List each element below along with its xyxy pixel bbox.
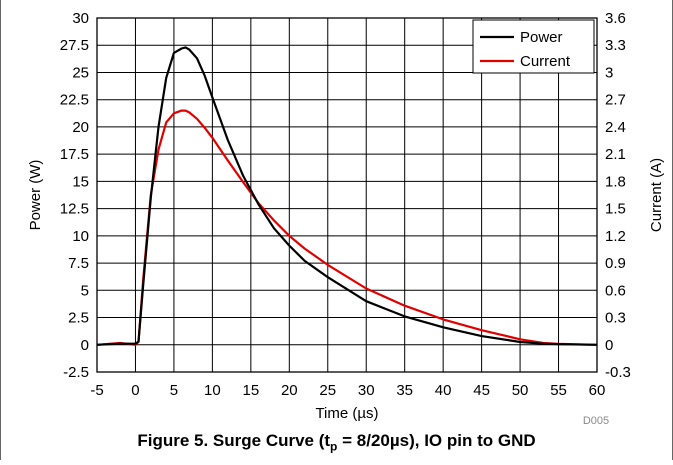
y-left-tick-label: 12.5 xyxy=(60,201,89,218)
y-right-tick-label: 1.2 xyxy=(605,228,626,245)
x-tick-label: 45 xyxy=(473,382,490,399)
y-right-tick-label: 0.9 xyxy=(605,255,626,272)
y-right-tick-label: 1.5 xyxy=(605,201,626,218)
legend-label-current: Current xyxy=(520,53,571,70)
x-tick-label: 20 xyxy=(281,382,298,399)
y-right-tick-label: 1.8 xyxy=(605,173,626,190)
x-tick-label: -5 xyxy=(90,382,103,399)
y-right-tick-label: 3.6 xyxy=(605,10,626,27)
plot-area-border xyxy=(96,17,598,373)
x-tick-label: 5 xyxy=(170,382,178,399)
y-left-tick-label: 17.5 xyxy=(60,146,89,163)
y-axis-right-label: Current (A) xyxy=(648,158,665,232)
y-left-tick-label: -2.5 xyxy=(63,364,89,381)
series-line-power xyxy=(96,46,598,346)
y-left-tick-label: 20 xyxy=(72,119,89,136)
y-right-tick-label: 3 xyxy=(605,64,613,81)
figure-id: D005 xyxy=(583,415,609,427)
x-tick-labels: -5 0 5 10 15 20 25 30 35 40 45 50 55 60 xyxy=(90,382,605,399)
legend: Power Current xyxy=(472,19,595,74)
y-right-tick-label: 2.1 xyxy=(605,146,626,163)
y-left-tick-label: 27.5 xyxy=(60,37,89,54)
y-right-tick-label: 0.3 xyxy=(605,310,626,327)
x-tick-label: 0 xyxy=(131,382,139,399)
caption-subscript: p xyxy=(330,439,338,454)
y-left-tick-label: 15 xyxy=(72,173,89,190)
y-left-tick-label: 2.5 xyxy=(68,310,89,327)
y-right-tick-labels: -0.3 0 0.3 0.6 0.9 1.2 1.5 1.8 2.1 2.4 2.7 3 3.3 3.6 xyxy=(605,10,631,381)
x-axis-label: Time (µs) xyxy=(315,405,378,422)
caption-suffix: = 8/20µs), IO pin to GND xyxy=(337,431,536,450)
y-left-tick-label: 7.5 xyxy=(68,255,89,272)
x-tick-label: 55 xyxy=(550,382,567,399)
y-right-tick-label: -0.3 xyxy=(605,364,631,381)
series-layer xyxy=(96,46,598,346)
y-right-tick-label: 0.6 xyxy=(605,282,626,299)
y-left-tick-label: 5 xyxy=(81,282,89,299)
x-tick-label: 35 xyxy=(396,382,413,399)
y-left-tick-label: 0 xyxy=(81,337,89,354)
y-axis-left-label: Power (W) xyxy=(27,160,44,231)
figure-caption: Figure 5. Surge Curve (tp = 8/20µs), IO … xyxy=(0,431,673,453)
y-right-tick-label: 3.3 xyxy=(605,37,626,54)
y-right-tick-label: 2.7 xyxy=(605,92,626,109)
y-left-tick-label: 22.5 xyxy=(60,92,89,109)
series-line-current xyxy=(96,109,598,346)
x-tick-label: 15 xyxy=(243,382,260,399)
x-tick-label: 30 xyxy=(358,382,375,399)
y-right-tick-label: 2.4 xyxy=(605,119,626,136)
x-tick-label: 40 xyxy=(435,382,452,399)
x-tick-label: 25 xyxy=(319,382,336,399)
y-left-tick-label: 10 xyxy=(72,228,89,245)
caption-prefix: Figure 5. Surge Curve (t xyxy=(137,431,331,450)
legend-box xyxy=(472,19,595,74)
y-right-tick-label: 0 xyxy=(605,337,613,354)
legend-label-power: Power xyxy=(520,29,563,46)
y-left-tick-label: 30 xyxy=(72,10,89,27)
y-left-tick-label: 25 xyxy=(72,64,89,81)
y-left-tick-labels: -2.5 0 2.5 5 7.5 10 12.5 15 17.5 20 22.5 25 27.5 30 xyxy=(60,10,89,381)
x-tick-label: 50 xyxy=(512,382,529,399)
x-tick-label: 60 xyxy=(589,382,606,399)
x-tick-label: 10 xyxy=(204,382,221,399)
